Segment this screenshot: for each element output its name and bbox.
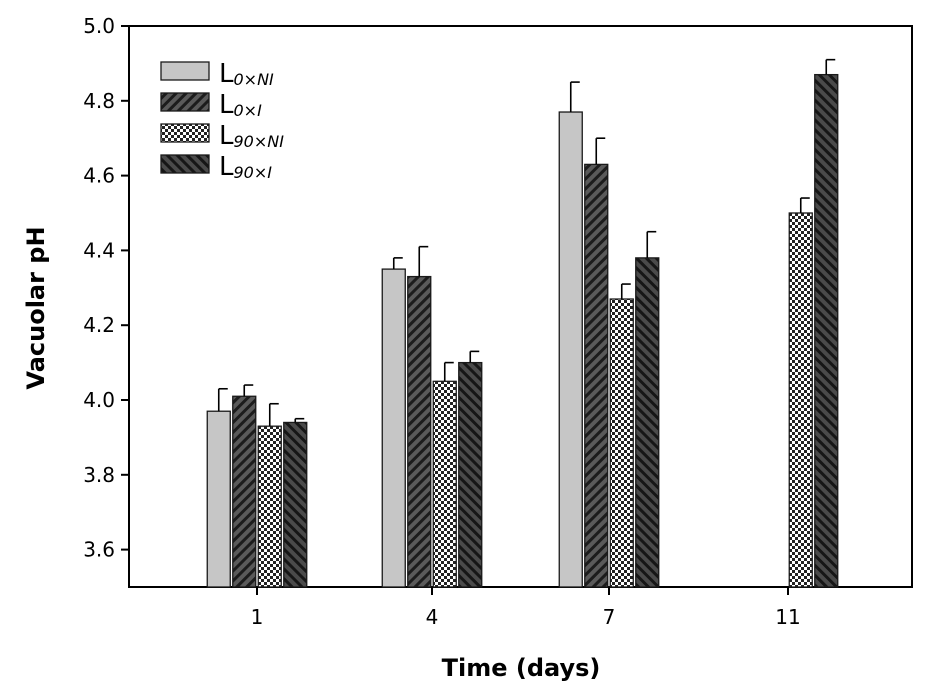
y-tick-label: 4.6 <box>83 164 115 188</box>
x-tick-label: 1 <box>251 605 264 629</box>
legend-label-base: L <box>219 59 234 89</box>
legend-swatch <box>160 154 210 174</box>
bar <box>584 163 609 588</box>
x-tick-label: 11 <box>775 605 800 629</box>
legend-label-subscript: 90×I <box>234 163 273 182</box>
legend-label-subscript: 90×NI <box>234 132 285 151</box>
legend-label-base: L <box>219 90 234 120</box>
bar <box>558 111 583 588</box>
legend-label-subscript: 0×I <box>234 101 263 120</box>
legend-label: L0×I <box>219 90 262 120</box>
y-tick-label: 3.8 <box>83 463 115 487</box>
legend-swatch <box>160 61 210 81</box>
bar <box>458 361 483 588</box>
x-tick-label: 4 <box>426 605 439 629</box>
x-tick-label: 7 <box>603 605 616 629</box>
bar <box>635 257 660 588</box>
y-tick-label: 4.4 <box>83 238 115 262</box>
y-tick-label: 3.6 <box>83 538 115 562</box>
legend-label-subscript: 0×NI <box>234 70 275 89</box>
bar <box>283 421 308 588</box>
legend-swatch <box>160 92 210 112</box>
bar <box>432 380 457 588</box>
legend-label-base: L <box>219 121 234 151</box>
x-axis-title: Time (days) <box>442 654 601 682</box>
bar <box>257 425 282 588</box>
y-tick-label: 4.2 <box>83 313 115 337</box>
bar <box>609 298 634 588</box>
y-tick-label: 4.0 <box>83 388 115 412</box>
legend-label-base: L <box>219 152 234 182</box>
bar <box>407 275 432 588</box>
y-tick-label: 4.8 <box>83 89 115 113</box>
plot-area-frame <box>128 25 913 588</box>
legend-label: L90×NI <box>219 121 284 151</box>
legend-label: L90×I <box>219 152 272 182</box>
bar <box>381 268 406 588</box>
y-axis-title: Vacuolar pH <box>22 226 50 389</box>
bar <box>232 395 257 588</box>
y-tick-label: 5.0 <box>83 14 115 38</box>
legend-swatch <box>160 123 210 143</box>
bar <box>206 410 231 588</box>
bar <box>788 212 813 588</box>
bar <box>814 73 839 588</box>
legend-label: L0×NI <box>219 59 274 89</box>
